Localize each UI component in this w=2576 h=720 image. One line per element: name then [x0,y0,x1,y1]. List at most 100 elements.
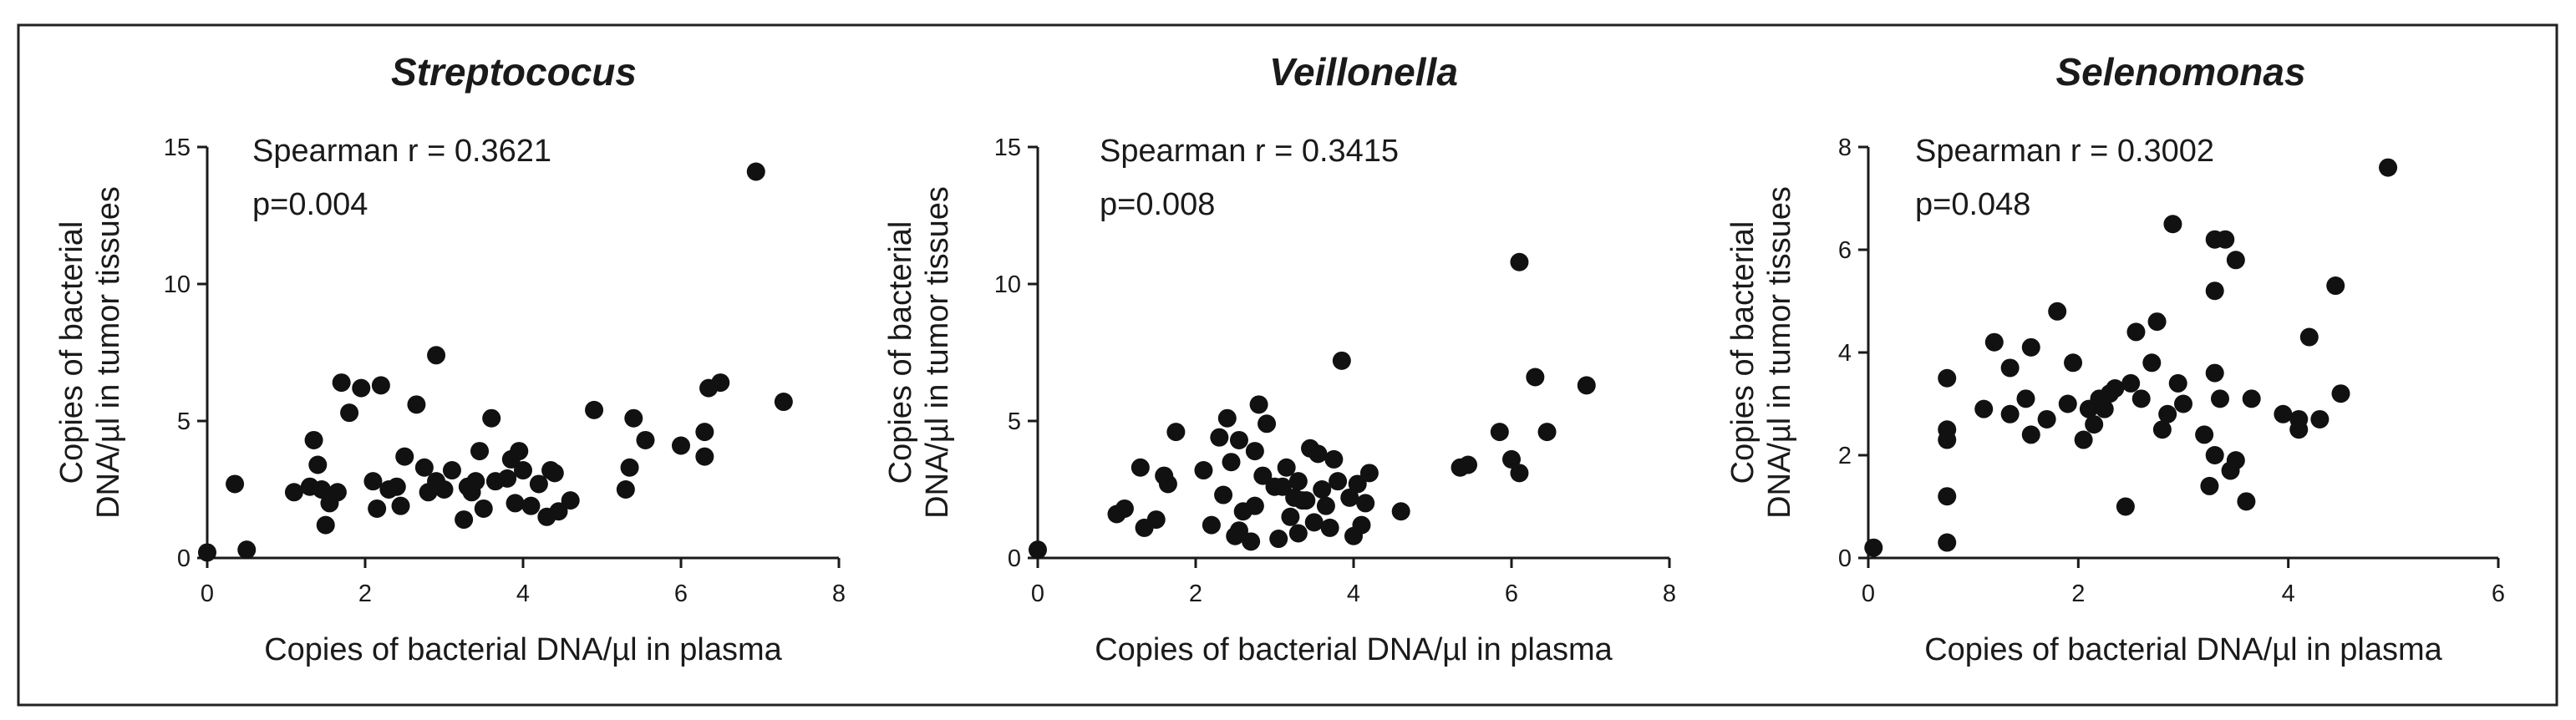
panel-2-data-point [1249,395,1268,414]
panel-2-data-point [1490,423,1509,442]
panel-2-y-tick-label: 0 [1008,545,1021,572]
panel-1-y-tick-label: 5 [177,408,191,435]
panel-3-data-point [2064,353,2083,373]
panel-2-y-tick-label: 10 [994,271,1021,298]
panel-3-data-point [2205,363,2224,383]
panel-1-data-point [470,442,490,461]
panel-1-data-point [368,499,387,518]
panel-3-data-point [2147,312,2167,332]
panel-2-data-point [1577,376,1596,395]
panel-3-data-point [2016,389,2035,408]
panel-3-data-point [1984,332,2004,352]
panel-1-data-point [616,480,635,499]
panel-3-data-point [2299,327,2319,347]
panel-2-y-tick-label: 15 [994,134,1021,161]
panel-1-data-point [308,455,328,474]
panel-2-data-point [1269,530,1288,549]
panel-1-data-point [474,499,493,518]
panel-3-data-point [1974,399,1994,418]
panel-1-data-point [407,395,426,414]
panel-1-x-tick-label: 6 [674,581,688,607]
panel-2-x-tick-label: 2 [1189,581,1202,607]
panel-3-data-point [2326,276,2345,296]
panel-2-y-tick-label: 5 [1008,408,1021,435]
panel-2-data-point [1329,472,1348,491]
panel-1-data-point [198,543,216,562]
panel-3-data-point [1938,430,1957,449]
panel-1-data-point [506,494,525,513]
panel-1-data-point [466,472,485,491]
panel-3-data-point [2163,215,2182,234]
panel-2-data-point [1277,458,1296,477]
panel-3-spearman-text: Spearman r = 0.3002 [1915,134,2214,169]
panel-3-x-tick-label: 2 [2071,581,2085,607]
panel-2-data-point [1229,430,1248,449]
panel-1-data-point [482,408,501,428]
panel-3-y-axis-label: Copies of bacterialDNA/µl in tumor tissu… [1725,186,1797,519]
panel-2-data-point [1359,464,1379,483]
panel-1-data-point [455,510,474,530]
panel-1-data-point [695,423,714,442]
panel-3-data-point [2216,230,2235,249]
panel-3-data-point [2226,451,2245,470]
panel-1-data-point [352,378,371,398]
panel-1-data-point [521,496,541,515]
panel-3-data-point [2289,409,2309,428]
panel-1-data-point [711,373,730,393]
panel-3-data-point [2205,446,2224,464]
panel-3-p-value-text: p=0.048 [1915,187,2030,222]
panel-3-data-point [2121,373,2141,393]
panel-1-data-point [510,442,529,461]
panel-3-y-tick-label: 4 [1838,340,1852,367]
panel-1-data-point [332,373,351,393]
panel-1-p-value-text: p=0.004 [252,187,368,222]
panel-3-data-point [2074,430,2093,449]
panel-2-data-point [1281,507,1300,526]
panel-3-data-point [2379,158,2398,177]
panel-2-data-point [1297,491,1316,510]
panel-1-data-point [371,376,390,395]
panel-1-data-point [434,480,454,499]
panel-2-spearman-text: Spearman r = 0.3415 [1100,134,1399,169]
panel-1-spearman-text: Spearman r = 0.3621 [252,134,551,169]
panel-1-data-point [312,480,332,499]
panel-2-data-point [1459,455,1478,474]
panel-3-y-tick-label: 2 [1838,443,1852,469]
panel-2-data-point [1313,480,1332,499]
panel-2-data-point [1158,474,1177,494]
panel-2-data-point [1526,368,1545,387]
panel-1-data-point [585,400,604,419]
panel-1-y-axis-label-line: DNA/µl in tumor tissues [91,186,126,519]
panel-3-y-tick-label: 8 [1838,134,1852,161]
panel-2-p-value-text: p=0.008 [1100,187,1215,222]
panel-2-x-tick-label: 4 [1347,581,1360,607]
panel-1-y-axis-label-line: Copies of bacterial [54,221,89,484]
panel-3-x-tick-label: 4 [2282,581,2295,607]
panel-1-data-point [636,430,655,449]
panel-3-data-point [2142,353,2162,373]
panel-1-data-point [328,483,347,502]
panel-2-data-point [1352,515,1371,535]
panel-3-data-point [2210,389,2229,408]
panel-2-x-axis-label: Copies of bacterial DNA/µl in plasma [1095,632,1613,667]
panel-3-y-tick-label: 0 [1838,545,1852,572]
panel-2-data-point [1245,496,1264,515]
panel-3-data-point [2048,302,2067,321]
panel-3-title: Selenomonas [2055,50,2305,94]
panel-1-data-point [561,491,580,510]
panel-3-data-point [2000,358,2020,378]
panel-3-data-point [2021,425,2040,444]
panel-2-data-point [1202,515,1221,535]
panel-3-data-point [2095,399,2114,418]
panel-2-data-point [1510,464,1529,483]
panel-3-data-point [2126,322,2146,342]
panel-2-data-point [1217,408,1237,428]
panel-1-data-point [226,474,245,494]
panel-3-y-axis-label-line: DNA/µl in tumor tissues [1762,186,1797,519]
panel-2-data-point [1273,477,1292,496]
panel-2-data-point [1166,423,1186,442]
panel-2-data-point [1245,442,1264,461]
panel-3-data-point [2237,492,2256,511]
panel-1-data-point [774,393,793,412]
panel-2-data-point [1029,540,1047,560]
